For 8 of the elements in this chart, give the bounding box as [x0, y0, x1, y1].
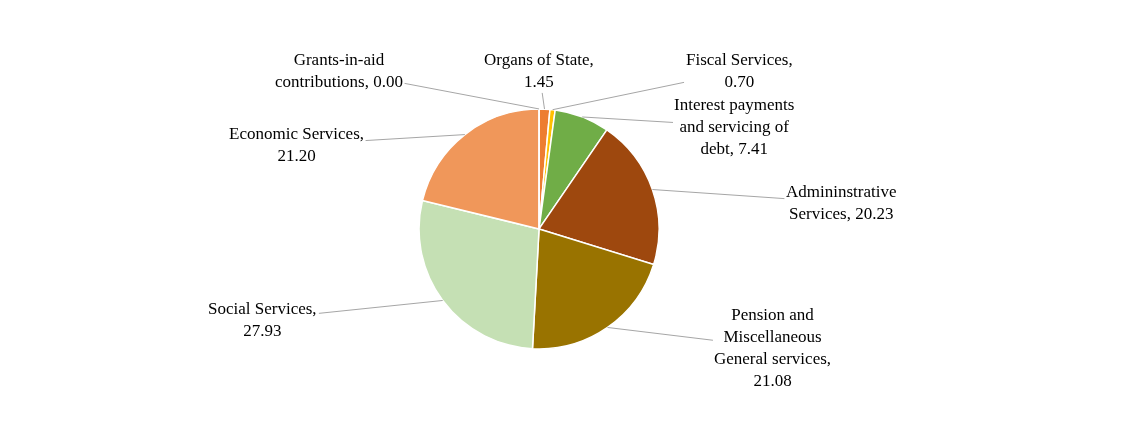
slice-label: Interest payments and servicing of debt, 7.41	[674, 95, 795, 159]
slice-label: Organs of State, 1.45	[484, 50, 594, 92]
slice-label: Pension and Miscellaneous General services, 21.08	[714, 305, 832, 391]
slice-label: Fiscal Services, 0.70	[686, 50, 793, 92]
slice-label: Economic Services, 21.20	[229, 124, 365, 166]
category-label: Grants-in-aid contributions, 0.00	[275, 50, 403, 92]
slice-label: Admininstrative Services, 20.23	[786, 182, 897, 224]
slice-label: Social Services, 27.93	[208, 299, 317, 341]
